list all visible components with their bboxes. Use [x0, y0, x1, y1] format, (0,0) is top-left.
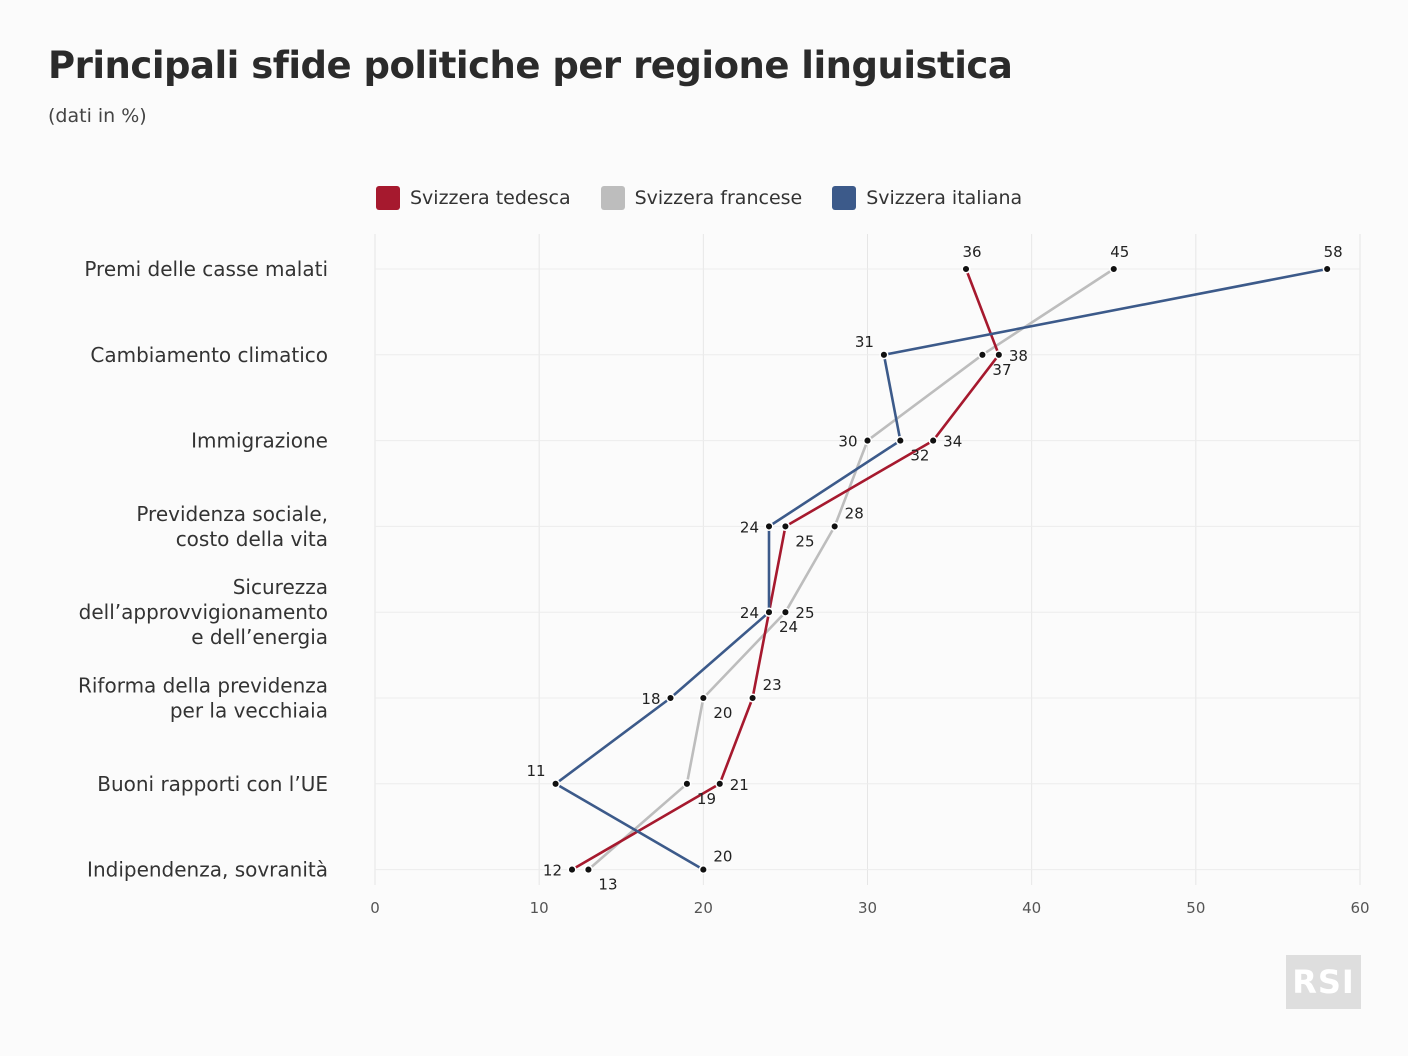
data-label-s2-2: 32: [910, 447, 929, 465]
chart-title: Principali sfide politiche per regione l…: [48, 44, 1013, 87]
x-tick-label-30: 30: [858, 899, 877, 917]
x-tick-label-50: 50: [1186, 899, 1205, 917]
data-point-s2-0: [1322, 264, 1332, 274]
data-point-s2-3: [764, 521, 774, 531]
series-line-1: [587, 267, 1115, 871]
data-label-s1-6: 19: [697, 790, 716, 808]
data-label-s2-1: 31: [855, 333, 874, 351]
category-label-line: Riforma della previdenza: [78, 674, 328, 698]
data-label-s2-7: 20: [713, 848, 732, 866]
category-label-line: Previdenza sociale,: [136, 502, 328, 526]
legend-item-tedesca: Svizzera tedesca: [376, 186, 571, 210]
data-point-s1-6: [682, 779, 692, 789]
x-tick-label-10: 10: [530, 899, 549, 917]
legend-label-tedesca: Svizzera tedesca: [410, 187, 571, 209]
category-label-line: Indipendenza, sovranità: [87, 858, 328, 882]
data-label-s0-7: 12: [543, 862, 562, 880]
category-label-1: Cambiamento climatico: [90, 343, 328, 367]
data-label-s2-3: 24: [740, 518, 759, 536]
data-point-s2-1: [879, 350, 889, 360]
data-point-s1-2: [862, 436, 873, 446]
data-point-s1-3: [830, 521, 840, 531]
data-point-s1-5: [698, 693, 708, 703]
category-label-line: Buoni rapporti con l’UE: [97, 772, 328, 796]
data-label-s0-0: 36: [962, 243, 981, 261]
data-point-s0-5: [748, 693, 758, 703]
series-line-0: [571, 268, 1001, 871]
x-tick-label-0: 0: [370, 899, 380, 917]
category-label-0: Premi delle casse malati: [84, 257, 328, 281]
data-label-s2-5: 18: [641, 690, 660, 708]
category-label-line: Premi delle casse malati: [84, 257, 328, 281]
legend-swatch-francese: [600, 186, 625, 210]
data-point-s2-6: [551, 779, 561, 789]
data-point-s0-0: [961, 264, 971, 274]
category-label-line: e dell’energia: [191, 625, 328, 649]
data-point-s2-5: [665, 693, 676, 703]
data-label-s1-5: 20: [713, 704, 732, 722]
data-label-s1-3: 28: [845, 504, 864, 522]
x-tick-label-60: 60: [1350, 899, 1369, 917]
data-point-s1-1: [977, 350, 987, 360]
category-label-line: dell’approvvigionamento: [79, 600, 328, 624]
category-label-line: Immigrazione: [191, 429, 328, 453]
legend-item-francese: Svizzera francese: [600, 186, 803, 210]
category-label-line: costo della vita: [176, 527, 328, 551]
category-label-6: Buoni rapporti con l’UE: [97, 772, 328, 796]
category-label-5: Riforma della previdenza per la vecchiaia: [78, 674, 328, 723]
data-label-s2-0: 58: [1324, 243, 1343, 261]
data-label-s1-4: 25: [795, 604, 814, 622]
x-tick-label-40: 40: [1022, 899, 1041, 917]
category-label-line: Cambiamento climatico: [90, 343, 328, 367]
data-label-s1-2: 30: [838, 433, 857, 451]
data-point-s1-4: [780, 607, 790, 617]
data-point-s0-2: [928, 436, 938, 446]
legend-label-italiana: Svizzera italiana: [866, 187, 1023, 209]
data-label-s0-6: 21: [730, 776, 749, 794]
category-label-line: Sicurezza: [233, 575, 328, 599]
rsi-logo: RSI: [1286, 955, 1361, 1009]
data-label-s1-0: 45: [1110, 243, 1129, 261]
category-label-line: per la vecchiaia: [170, 699, 328, 723]
series-line-2: [554, 267, 1328, 871]
data-label-s1-1: 37: [992, 361, 1011, 379]
data-label-s0-3: 25: [795, 532, 814, 550]
data-label-s0-5: 23: [763, 676, 782, 694]
legend-label-francese: Svizzera francese: [634, 187, 803, 209]
category-label-4: Sicurezza dell’approvvigionamento e dell’e…: [79, 575, 328, 649]
data-point-s0-7: [567, 865, 577, 875]
data-label-s0-1: 38: [1009, 347, 1028, 365]
data-label-s0-2: 34: [943, 433, 962, 451]
data-point-s2-7: [698, 865, 708, 875]
data-label-s2-4: 24: [779, 618, 798, 636]
data-point-s2-4: [764, 607, 774, 617]
chart-subtitle: (dati in %): [48, 105, 147, 127]
data-label-s1-7: 13: [598, 876, 617, 894]
data-point-s0-1: [994, 350, 1004, 360]
legend-swatch-tedesca: [376, 186, 400, 210]
data-label-s0-4: 24: [740, 604, 759, 622]
category-label-2: Immigrazione: [191, 429, 328, 453]
data-point-s1-0: [1109, 264, 1119, 274]
legend-swatch-italiana: [832, 186, 857, 210]
legend-item-italiana: Svizzera italiana: [832, 186, 1022, 210]
x-tick-label-20: 20: [694, 899, 713, 917]
legend: Svizzera tedesca Svizzera francese Svizz…: [376, 186, 1052, 210]
category-label-3: Previdenza sociale, costo della vita: [136, 502, 328, 551]
data-point-s0-6: [715, 779, 725, 789]
category-label-7: Indipendenza, sovranità: [87, 858, 328, 882]
data-point-s1-7: [583, 865, 593, 875]
data-point-s2-2: [895, 436, 905, 446]
data-point-s0-3: [780, 521, 790, 531]
data-label-s2-6: 11: [526, 762, 545, 780]
